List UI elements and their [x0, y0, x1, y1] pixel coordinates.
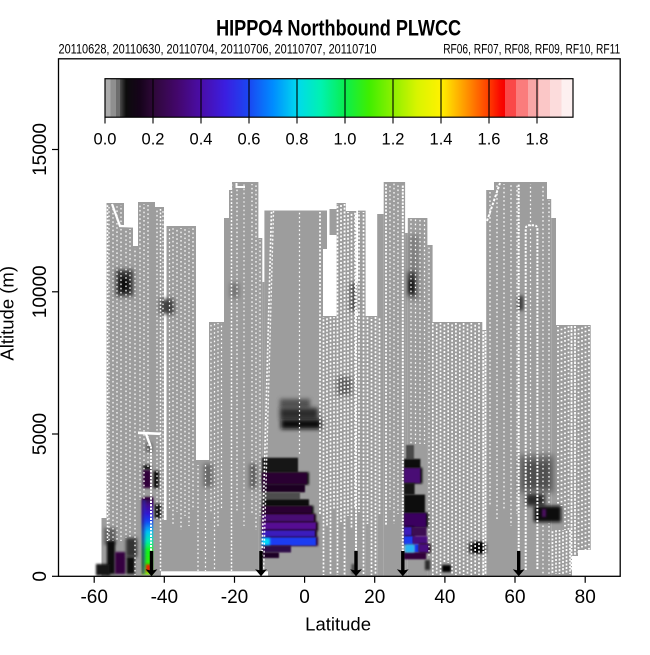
- svg-text:80: 80: [575, 587, 596, 608]
- svg-text:1.4: 1.4: [430, 130, 453, 148]
- svg-text:40: 40: [434, 587, 455, 608]
- svg-text:-20: -20: [221, 587, 248, 608]
- svg-text:-60: -60: [80, 587, 107, 608]
- svg-text:5000: 5000: [30, 413, 51, 455]
- svg-text:0.0: 0.0: [94, 130, 117, 148]
- svg-text:1.6: 1.6: [478, 130, 501, 148]
- svg-text:60: 60: [504, 587, 525, 608]
- svg-text:Altitude (m): Altitude (m): [0, 266, 18, 361]
- svg-text:HIPPO4 Northbound PLWCC: HIPPO4 Northbound PLWCC: [216, 15, 461, 40]
- svg-text:20110628, 20110630, 20110704,: 20110628, 20110630, 20110704, 20110706, …: [59, 41, 377, 56]
- svg-text:0: 0: [299, 587, 310, 608]
- svg-text:0.6: 0.6: [238, 130, 261, 148]
- svg-text:0: 0: [30, 571, 51, 582]
- svg-text:0.8: 0.8: [286, 130, 309, 148]
- svg-text:Latitude: Latitude: [305, 614, 371, 635]
- svg-text:-40: -40: [151, 587, 178, 608]
- svg-text:0.4: 0.4: [190, 130, 213, 148]
- svg-text:10000: 10000: [30, 265, 51, 318]
- svg-text:20: 20: [364, 587, 385, 608]
- svg-text:RF06, RF07, RF08, RF09, RF10,: RF06, RF07, RF08, RF09, RF10, RF11: [443, 41, 620, 56]
- svg-text:0.2: 0.2: [142, 130, 165, 148]
- svg-text:1.2: 1.2: [382, 130, 405, 148]
- svg-text:1.8: 1.8: [526, 130, 549, 148]
- svg-text:1.0: 1.0: [334, 130, 357, 148]
- svg-text:15000: 15000: [30, 123, 51, 176]
